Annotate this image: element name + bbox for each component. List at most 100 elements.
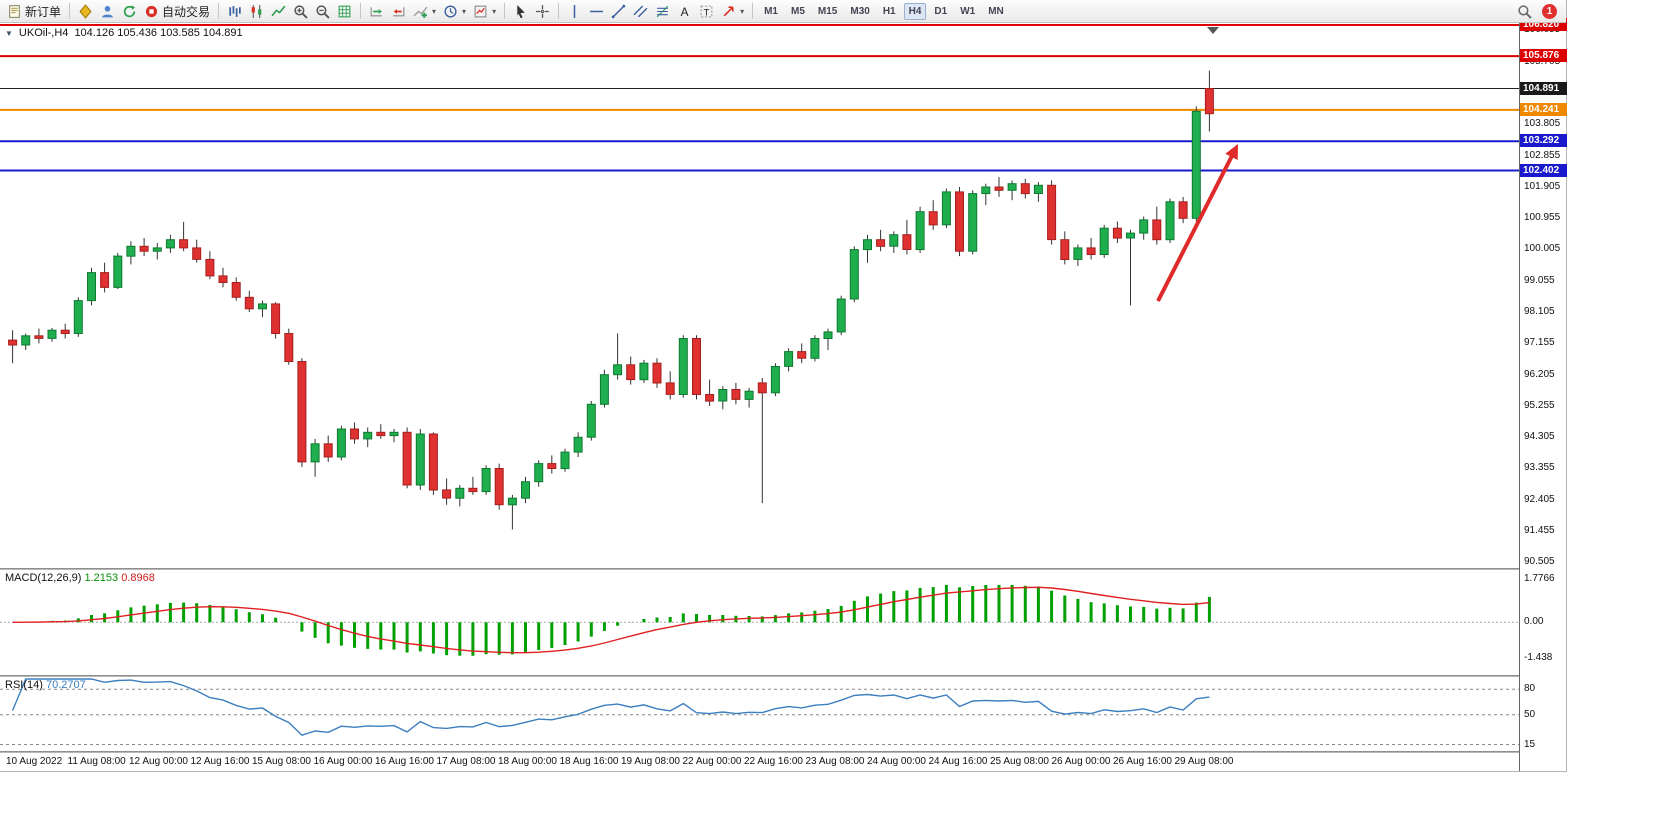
textA-icon: A bbox=[681, 5, 689, 18]
grid-button[interactable] bbox=[334, 3, 355, 20]
candlesticks bbox=[8, 70, 1214, 530]
toolbar-separator bbox=[69, 3, 71, 19]
trend-arrow-annotation[interactable] bbox=[1156, 144, 1238, 302]
fibo-icon bbox=[656, 5, 669, 17]
zoomin-icon bbox=[294, 4, 308, 19]
rsi-label: RSI(14) bbox=[5, 679, 43, 691]
panel-divider[interactable] bbox=[0, 568, 1566, 570]
horizontal-line-button[interactable] bbox=[586, 3, 607, 20]
time-axis-label: 22 Aug 00:00 bbox=[682, 756, 742, 767]
cursor-button[interactable] bbox=[510, 3, 531, 20]
price-tick-label: 94.305 bbox=[1524, 431, 1555, 443]
shift-icon bbox=[393, 6, 405, 16]
timeframe-button-d1[interactable]: D1 bbox=[934, 5, 948, 17]
collapse-icon[interactable]: ▼ bbox=[5, 28, 13, 38]
timeframe-button-w1[interactable]: W1 bbox=[960, 5, 976, 17]
trendline-button[interactable] bbox=[608, 3, 629, 20]
text-label-button[interactable]: T bbox=[696, 3, 717, 20]
panel-divider[interactable] bbox=[0, 751, 1566, 753]
toolbar-separator bbox=[752, 3, 754, 19]
timeframe-button-m30[interactable]: M30 bbox=[850, 5, 870, 17]
time-axis-label: 25 Aug 08:00 bbox=[990, 756, 1049, 767]
time-axis-label: 15 Aug 08:00 bbox=[252, 756, 311, 767]
vertical-line-button[interactable] bbox=[564, 3, 585, 20]
search-button[interactable] bbox=[1514, 3, 1535, 20]
timeframe-button-h1[interactable]: H1 bbox=[882, 5, 896, 17]
macd-label: MACD(12,26,9) bbox=[5, 572, 82, 584]
periods-button[interactable]: ▾ bbox=[440, 3, 469, 20]
notification-badge[interactable]: 1 bbox=[1542, 3, 1557, 19]
textT-icon: T bbox=[700, 5, 713, 18]
zoom-in-button[interactable] bbox=[290, 3, 311, 20]
candlestick-chart-button[interactable] bbox=[246, 3, 267, 20]
zoom-out-button[interactable] bbox=[312, 3, 333, 20]
rsi-tick-label: 50 bbox=[1524, 708, 1536, 720]
dropdown-caret-icon: ▾ bbox=[740, 6, 745, 16]
new-order-button-label: 新订单 bbox=[25, 4, 62, 19]
clock-icon bbox=[444, 4, 457, 18]
templates-button[interactable]: ▾ bbox=[470, 3, 499, 20]
time-axis-label: 29 Aug 08:00 bbox=[1174, 756, 1234, 767]
arrows-button[interactable]: ▾ bbox=[718, 3, 747, 20]
price-axis[interactable]: 106.655105.705104.755103.805102.855101.9… bbox=[1519, 18, 1567, 771]
chart-shift-marker-icon[interactable] bbox=[1207, 27, 1219, 34]
toolbar-separator bbox=[558, 3, 560, 19]
price-badge: 104.241 bbox=[1520, 102, 1567, 116]
chart-region: ▼ UKOil-,H4 104.126 105.436 103.585 104.… bbox=[0, 18, 1567, 771]
time-axis-label: 10 Aug 2022 bbox=[6, 756, 63, 767]
refresh-icon bbox=[123, 4, 136, 17]
timeframe-button-mn[interactable]: MN bbox=[988, 5, 1004, 17]
profile-button[interactable] bbox=[97, 3, 118, 20]
svg-text:T: T bbox=[704, 7, 710, 18]
rsi-line bbox=[11, 678, 1210, 736]
time-axis-label: 16 Aug 16:00 bbox=[375, 756, 434, 767]
time-axis-label: 12 Aug 00:00 bbox=[129, 756, 188, 767]
bar-chart-button[interactable] bbox=[224, 3, 245, 20]
price-badge: 103.292 bbox=[1520, 134, 1567, 148]
timeframe-button-m1[interactable]: M1 bbox=[764, 5, 778, 17]
template-icon bbox=[474, 5, 487, 17]
text-button[interactable]: A bbox=[674, 3, 695, 20]
linechart-icon bbox=[271, 5, 286, 16]
new-chart-button[interactable] bbox=[75, 3, 96, 20]
timeframe-button-m5[interactable]: M5 bbox=[791, 5, 805, 17]
price-tick-label: 92.405 bbox=[1524, 493, 1555, 505]
timeframe-button-m15[interactable]: M15 bbox=[817, 5, 838, 17]
time-axis-label: 24 Aug 00:00 bbox=[867, 756, 926, 767]
line-chart-button[interactable] bbox=[268, 3, 289, 20]
toolbar-separator bbox=[504, 3, 506, 19]
price-tick-label: 102.855 bbox=[1524, 149, 1561, 161]
price-chart-pane[interactable]: ▼ UKOil-,H4 104.126 105.436 103.585 104.… bbox=[0, 23, 1519, 568]
macd-tick-label: 0.00 bbox=[1524, 616, 1544, 628]
indicator-icon bbox=[413, 6, 428, 18]
macd-panel[interactable]: MACD(12,26,9) 1.2153 0.8968 bbox=[0, 570, 1519, 675]
user-icon bbox=[102, 5, 113, 17]
fibonacci-button[interactable] bbox=[652, 3, 673, 20]
auto-trading-button[interactable]: 自动交易 bbox=[141, 2, 213, 21]
macd-signal-line bbox=[12, 586, 1210, 654]
refresh-button[interactable] bbox=[119, 3, 140, 20]
new-order-button[interactable]: 新订单 bbox=[4, 2, 64, 21]
price-tick-label: 98.105 bbox=[1524, 306, 1555, 317]
crosshair-button[interactable] bbox=[532, 3, 553, 20]
macd-main-value: 1.2153 bbox=[84, 572, 119, 584]
dropdown-caret-icon: ▾ bbox=[492, 6, 497, 16]
timeframe-button-h4[interactable]: H4 bbox=[903, 2, 927, 20]
rsi-panel[interactable]: RSI(14) 70.2707 bbox=[0, 677, 1519, 751]
chart-shift-button[interactable] bbox=[388, 3, 409, 20]
panel-divider[interactable] bbox=[0, 675, 1566, 677]
price-tick-label: 93.355 bbox=[1524, 462, 1555, 474]
price-tick-label: 99.055 bbox=[1524, 274, 1555, 286]
channel-button[interactable] bbox=[630, 3, 651, 20]
price-tick-label: 100.955 bbox=[1524, 212, 1561, 224]
time-axis[interactable]: 10 Aug 2022 11 Aug 08:00 12 Aug 00:00 12 Au… bbox=[0, 753, 1519, 771]
hline-icon bbox=[590, 10, 604, 12]
toolbar-separator bbox=[218, 3, 220, 19]
candles-icon bbox=[251, 4, 262, 18]
dropdown-caret-icon: ▾ bbox=[432, 6, 437, 16]
auto-scroll-button[interactable] bbox=[366, 3, 387, 20]
time-axis-label: 26 Aug 00:00 bbox=[1051, 756, 1111, 767]
macd-tick-label: -1.438 bbox=[1524, 651, 1553, 663]
indicators-button[interactable]: ▾ bbox=[410, 3, 439, 20]
vline-icon bbox=[573, 4, 576, 18]
